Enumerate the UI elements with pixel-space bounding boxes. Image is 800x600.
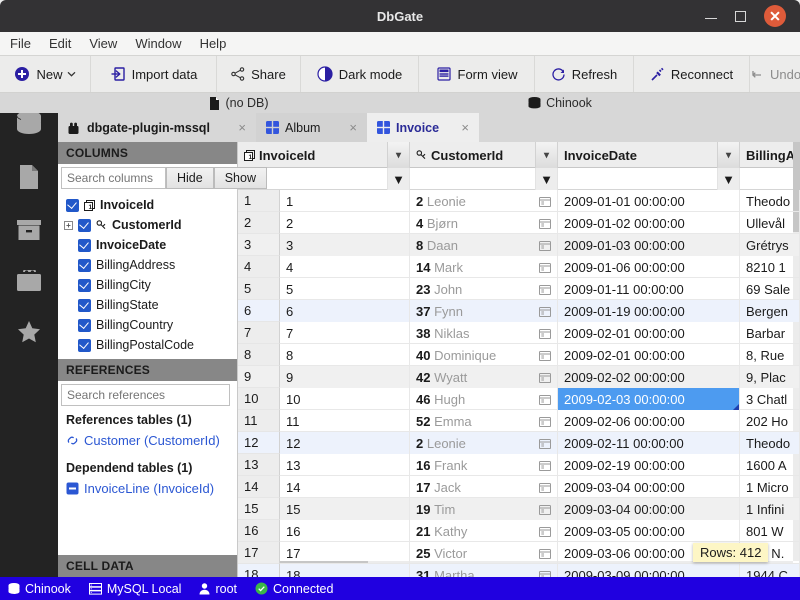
svg-text:1: 1 (89, 204, 93, 211)
svg-text:1: 1 (249, 154, 253, 161)
